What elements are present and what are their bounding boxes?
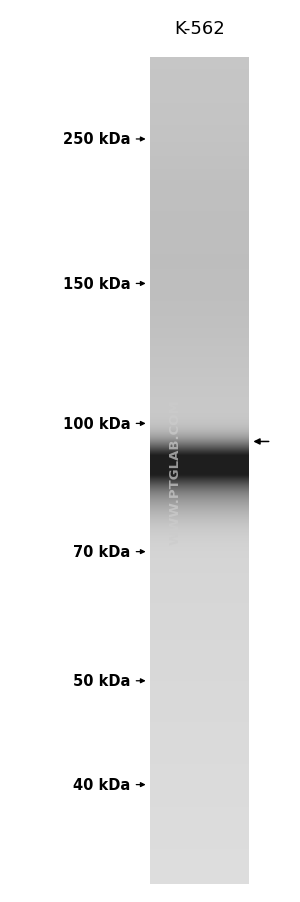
Text: 40 kDa: 40 kDa [73,778,130,792]
Text: K-562: K-562 [174,20,225,38]
Text: 70 kDa: 70 kDa [73,545,130,559]
Text: 100 kDa: 100 kDa [63,417,130,431]
Text: 250 kDa: 250 kDa [63,133,130,147]
Text: WWW.PTGLAB.COM: WWW.PTGLAB.COM [169,399,182,544]
Text: 50 kDa: 50 kDa [73,674,130,688]
Text: 150 kDa: 150 kDa [63,277,130,291]
